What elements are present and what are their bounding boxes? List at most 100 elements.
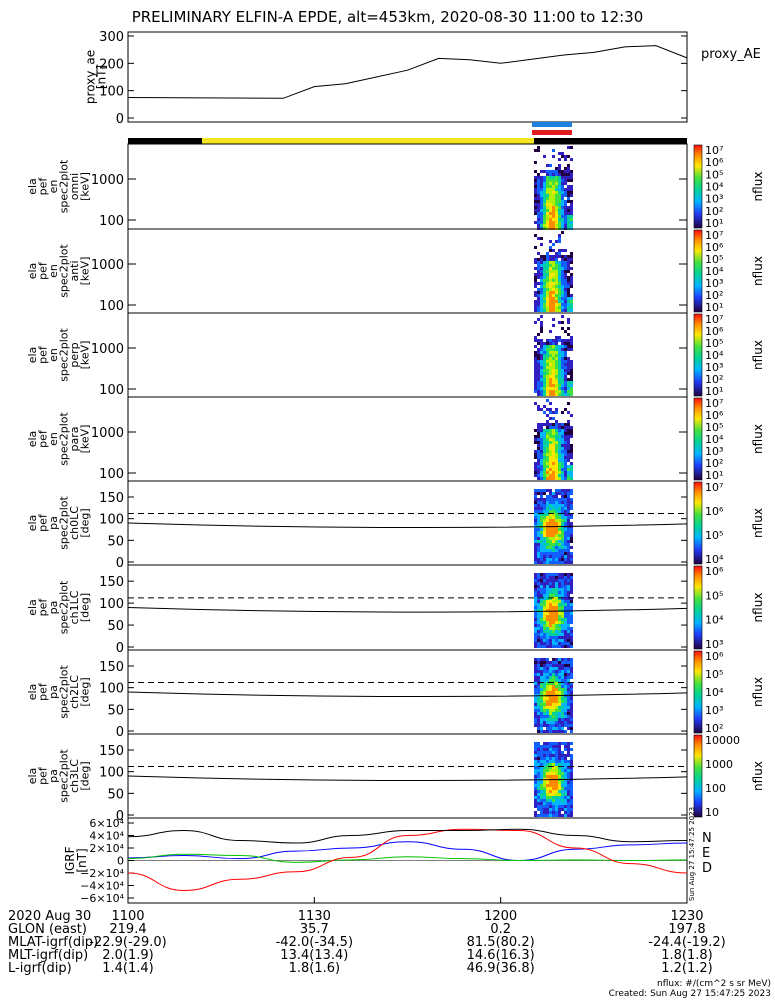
colorbar-tick-label: 10⁷: [705, 144, 723, 157]
ylabel-line: ela: [26, 768, 39, 785]
igrf-line-total: [127, 828, 688, 844]
ylabel-line: proxy_ae: [84, 50, 98, 104]
orbit-row-label: 2020 Aug 30: [8, 909, 92, 924]
colorbar-label-text: nflux: [751, 761, 765, 791]
ytick-label: 50: [107, 787, 124, 802]
ylabel-line: pef: [36, 345, 49, 364]
panel-frame-para: [127, 396, 688, 482]
colorbar-tick-label: 10²: [705, 289, 723, 302]
colorbar-tick-label: 1000: [705, 758, 733, 771]
colorbar-tick-label: 10⁴: [705, 686, 724, 699]
loss-cone-line: [127, 607, 688, 613]
colorbar-label-text: nflux: [751, 172, 765, 202]
ylabel-line: [keV]: [78, 341, 91, 370]
orbit-row-value: 14.6(16.3): [466, 948, 535, 963]
colorbar-tick-label: 10¹: [705, 301, 723, 314]
colorbar-tick-label: 10³: [705, 445, 723, 458]
orbit-row-value: 197.8: [668, 922, 706, 937]
orbit-row-value: 1.8(1.8): [661, 948, 713, 963]
ytick-label: 100: [99, 682, 124, 697]
colorbar-tick-label: 10⁴: [705, 614, 724, 627]
orbit-row-value: 219.4: [109, 922, 147, 937]
colorbar: [693, 481, 703, 565]
ylabel-line: [deg]: [78, 508, 91, 537]
ylabel-line: spec2plot: [57, 665, 70, 719]
ytick-label: 150: [99, 660, 124, 675]
ylabel-line: pef: [36, 598, 49, 617]
orbit-row-label: MLAT-igrf(dip): [8, 935, 99, 950]
colorbar: [693, 313, 703, 397]
colorbar-tick-label: 10⁶: [705, 325, 724, 338]
igrf-line-d: [127, 828, 688, 892]
ytick-label: 2×10⁴: [89, 842, 124, 855]
colorbar-tick-label: 10⁶: [705, 565, 724, 578]
orbit-row-value: 46.9(36.8): [466, 961, 535, 976]
spectrogram-ch1LC: [534, 573, 573, 648]
colorbar-tick-label: 10⁶: [705, 156, 724, 169]
science-zone-marker-red: [532, 130, 572, 135]
created-side-text-label: Sun Aug 27 15:47:25 2023: [688, 807, 696, 901]
ytick-label: 0: [116, 809, 124, 824]
colorbar-tick-label: 10⁶: [705, 650, 724, 663]
ytick-label: 100: [99, 597, 124, 612]
ylabel-line: ch2LC: [68, 675, 81, 709]
ylabel-line: pef: [36, 766, 49, 785]
orbit-bar-sunlit: [202, 138, 588, 144]
orbit-row-label: GLON (east): [8, 922, 87, 937]
science-zone-marker-blue: [532, 122, 572, 127]
orbit-row-value: 35.7: [299, 922, 329, 937]
ytick-label: 0: [116, 112, 124, 127]
footer-units: nflux: #/(cm^2 s sr MeV): [657, 979, 771, 989]
colorbar-label-text: nflux: [751, 677, 765, 707]
ylabel-line: ch1LC: [68, 590, 81, 624]
colorbar-label-text: nflux: [751, 593, 765, 623]
spectrogram-para: [534, 399, 573, 480]
ylabel-line: spec2plot: [57, 328, 70, 382]
orbit-row-value: 13.4(13.4): [280, 948, 349, 963]
panel-frame-ch3LC: [127, 733, 688, 819]
ylabel-line: ela: [26, 599, 39, 616]
spectrogram-omni: [534, 146, 573, 230]
panel-frame-ch0LC: [127, 480, 688, 566]
colorbar-tick-label: 10²: [705, 722, 723, 735]
ylabel-line: perp: [68, 342, 81, 367]
ylabel-line: [deg]: [78, 677, 91, 706]
ytick-label: −2×10⁴: [80, 867, 124, 880]
colorbar: [693, 229, 703, 313]
panel-frame-omni: [127, 143, 688, 230]
colorbar-tick-label: 10⁶: [705, 505, 724, 518]
ytick-label: 0: [116, 556, 124, 571]
colorbar-tick-label: 10⁷: [705, 313, 723, 326]
ytick-label: 1000: [91, 258, 124, 273]
colorbar-tick-label: 10²: [705, 373, 723, 386]
ylabel-line: pef: [36, 261, 49, 280]
ytick-label: 100: [99, 85, 124, 100]
colorbar-tick-label: 10⁵: [705, 421, 723, 434]
orbit-row-value: 1.4(1.4): [102, 961, 154, 976]
colorbar: [693, 144, 703, 229]
ytick-label: 100: [99, 299, 124, 314]
loss-cone-line: [127, 522, 688, 529]
ylabel-line: ch3LC: [68, 759, 81, 793]
orbit-row-value: 0.2: [490, 922, 511, 937]
ylabel-igrf: IGRF[nT]: [63, 846, 89, 874]
orbit-row-value: 1100: [111, 909, 145, 924]
colorbar-tick-label: 10000: [705, 734, 740, 747]
panel-frame-perp: [127, 312, 688, 398]
colorbar-label: nflux: [751, 340, 765, 370]
orbit-row-value: 1.8(1.6): [288, 961, 341, 976]
ytick-label: 0: [117, 855, 124, 868]
colorbar-tick-label: 10²: [705, 205, 723, 218]
ylabel-line: ela: [26, 178, 39, 195]
colorbar-tick-label: 10²: [705, 457, 723, 470]
ylabel-line: pa: [47, 601, 60, 615]
ylabel-line: pef: [36, 429, 49, 448]
ylabel-line: [keV]: [78, 172, 91, 201]
orbit-row-label: L-igrf(dip): [8, 961, 72, 976]
ytick-label: 1000: [91, 342, 124, 357]
ylabel-line: spec2plot: [57, 244, 70, 298]
panel-frame-anti: [127, 228, 688, 314]
